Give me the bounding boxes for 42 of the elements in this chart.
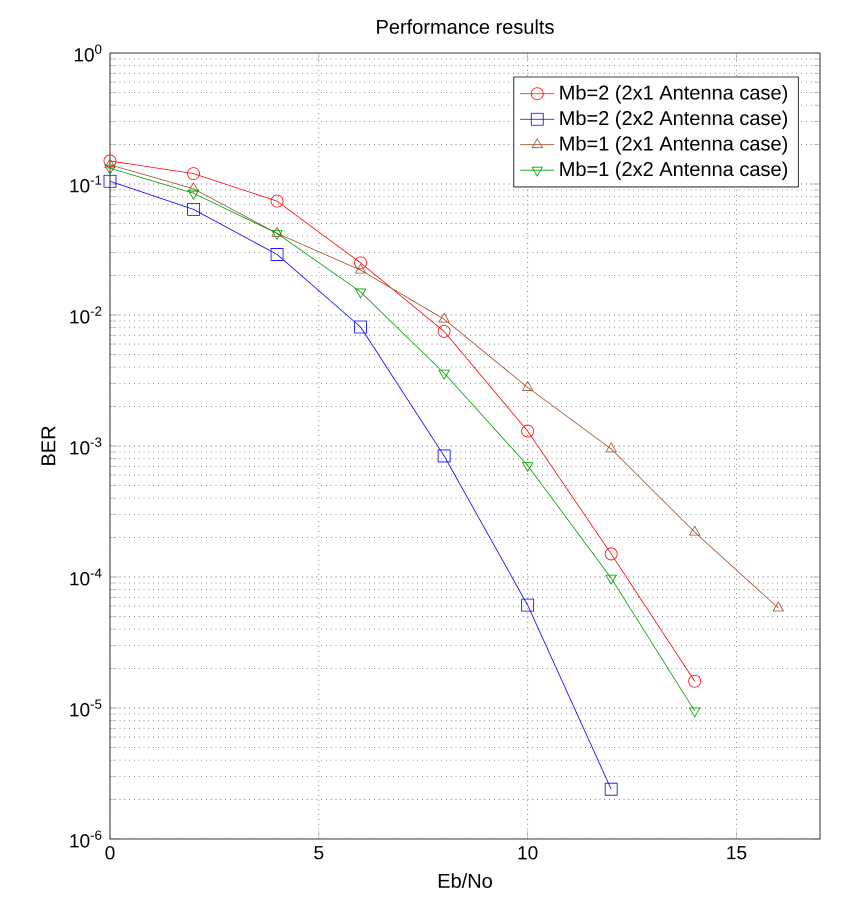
legend-label: Mb=1 (2x1 Antenna case)	[560, 136, 788, 155]
x-tick-label: 5	[314, 846, 324, 860]
legend-label: Mb=2 (2x1 Antenna case)	[560, 84, 788, 104]
point	[438, 312, 450, 323]
point	[438, 450, 451, 462]
point	[354, 320, 367, 334]
point	[522, 381, 534, 391]
point	[188, 190, 200, 200]
y-tick-label: 10$^{-4}$	[70, 568, 102, 586]
legend-label: Mb=1 (2x2 Antenna case)	[560, 161, 788, 180]
chart-title: Performance results	[377, 19, 554, 34]
point	[104, 164, 116, 175]
x-axis-title: Eb/No	[438, 873, 492, 888]
y-tick-label: 10$^{0}$	[74, 44, 102, 62]
point	[604, 782, 618, 796]
point	[271, 230, 283, 240]
y-tick-label: 10$^{-1}$	[70, 176, 102, 192]
point	[187, 203, 200, 216]
point	[521, 598, 534, 612]
y-tick-label: 10$^{-2}$	[70, 306, 102, 324]
point	[688, 674, 702, 688]
y-axis-title: BER	[41, 426, 56, 465]
y-tick-label: 10$^{-6}$	[70, 830, 102, 848]
y-tick-label: 10$^{-5}$	[70, 700, 102, 717]
x-tick-label: 10	[518, 846, 538, 860]
x-tick-label: 15	[727, 846, 746, 860]
point	[604, 548, 618, 560]
point	[354, 264, 366, 274]
point	[521, 424, 534, 438]
point	[104, 174, 116, 188]
point	[270, 248, 284, 261]
point	[689, 526, 700, 536]
point	[104, 154, 116, 168]
point	[354, 256, 367, 270]
x-tick-label: 0	[105, 846, 115, 860]
y-tick-label: 10$^{-3}$	[70, 437, 102, 455]
point	[772, 602, 784, 612]
point	[270, 194, 284, 208]
point	[187, 167, 200, 180]
legend-label: Mb=2 (2x2 Antenna case)	[560, 110, 788, 130]
point	[606, 442, 617, 452]
point	[438, 324, 451, 338]
